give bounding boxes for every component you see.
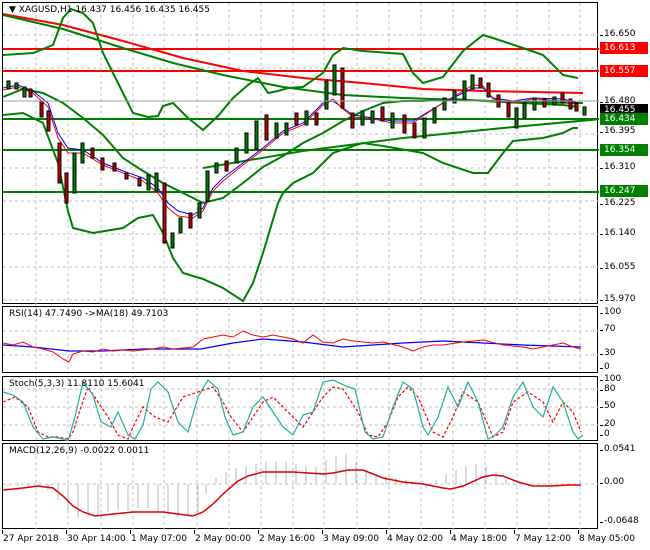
rsi-line xyxy=(3,330,582,363)
macd-pane[interactable]: MACD(12,26,9) -0.0022 0.0011 xyxy=(2,443,599,530)
trendline xyxy=(202,118,599,169)
price-tick: 16.310 xyxy=(600,162,636,172)
price-tick: 16.140 xyxy=(600,228,636,238)
level-badge-support-2: 16.354 xyxy=(600,144,648,156)
time-label: 3 May 09:00 xyxy=(322,530,379,544)
stoch-plot xyxy=(3,377,599,442)
macd-title: MACD(12,26,9) -0.0022 0.0011 xyxy=(9,446,150,456)
rsi-tick: 70 xyxy=(599,324,616,334)
stochastic-pane[interactable]: Stoch(5,3,3) 11.8110 15.6041 xyxy=(2,376,599,442)
price-plot xyxy=(3,3,599,305)
time-label: 27 Apr 2018 xyxy=(2,530,59,544)
price-tick: 16.480 xyxy=(600,96,636,106)
macd-plot xyxy=(3,444,599,530)
level-badge-resistance-2: 16.557 xyxy=(600,65,648,77)
price-tick: 16.395 xyxy=(600,126,636,136)
price-tick: 16.225 xyxy=(600,198,636,208)
time-label: 7 May 12:00 xyxy=(514,530,571,544)
macd-scale: 0.0541 0.00 -0.0648 xyxy=(599,443,650,529)
rsi-ma-line xyxy=(3,338,582,352)
rsi-scale: 100 70 30 0 xyxy=(599,306,650,373)
triangle-down-icon[interactable]: ▼ xyxy=(9,5,16,15)
time-label: 1 May 07:00 xyxy=(130,530,187,544)
rsi-tick: 30 xyxy=(599,348,616,358)
level-lines xyxy=(3,48,599,193)
ohlc-values: 16.437 16.456 16.435 16.455 xyxy=(75,5,210,15)
macd-tick: 0.00 xyxy=(599,477,625,487)
stoch-signal-line xyxy=(3,385,582,440)
macd-tick: 0.0541 xyxy=(600,444,636,454)
bollinger-upper xyxy=(3,7,579,132)
price-tick: 16.055 xyxy=(600,262,636,272)
stoch-main-line xyxy=(3,379,584,442)
rsi-title: RSI(14) 47.7490 ->MA(18) 49.7103 xyxy=(9,309,169,319)
rsi-pane[interactable]: RSI(14) 47.7490 ->MA(18) 49.7103 xyxy=(2,306,599,374)
time-label: 2 May 16:00 xyxy=(258,530,315,544)
long-ma-red xyxy=(3,13,584,94)
macd-histogram xyxy=(7,454,517,518)
main-price-chart[interactable]: ▼ XAGUSD,H1 16.437 16.456 16.435 16.455 xyxy=(2,2,599,305)
macd-tick: -0.0648 xyxy=(600,516,639,526)
rsi-tick: 0 xyxy=(600,362,610,372)
stoch-tick: 0 xyxy=(600,429,610,439)
stoch-tick: 100 xyxy=(599,374,622,384)
stoch-tick: 80 xyxy=(599,384,616,394)
price-tick: 16.650 xyxy=(600,29,636,39)
stoch-title: Stoch(5,3,3) 11.8110 15.6041 xyxy=(9,379,145,389)
bollinger-lower xyxy=(3,111,578,303)
stoch-tick: 50 xyxy=(599,401,616,411)
chart-title: ▼ XAGUSD,H1 16.437 16.456 16.435 16.455 xyxy=(9,5,210,15)
grid xyxy=(3,3,599,305)
time-label: 30 Apr 14:00 xyxy=(66,530,126,544)
stoch-tick: 20 xyxy=(599,419,616,429)
macd-signal-line xyxy=(3,469,581,517)
rsi-tick: 100 xyxy=(599,307,622,317)
time-label: 4 May 18:00 xyxy=(450,530,507,544)
price-scale[interactable]: 16.650 16.480 16.395 16.310 16.225 16.14… xyxy=(600,2,650,304)
time-label: 4 May 02:00 xyxy=(386,530,443,544)
rsi-plot xyxy=(3,307,599,374)
symbol-label: XAGUSD,H1 xyxy=(18,5,73,15)
price-tick: 15.970 xyxy=(600,294,636,304)
time-label: 2 May 00:00 xyxy=(194,530,251,544)
level-badge-resistance-1: 16.613 xyxy=(600,42,648,54)
time-axis[interactable]: 27 Apr 2018 30 Apr 14:00 1 May 07:00 2 M… xyxy=(0,530,650,550)
time-label: 8 May 05:00 xyxy=(578,530,635,544)
level-badge-support-1: 16.434 xyxy=(600,113,648,125)
stoch-scale: 100 80 50 20 0 xyxy=(599,374,650,441)
level-badge-support-3: 16.247 xyxy=(600,185,648,197)
